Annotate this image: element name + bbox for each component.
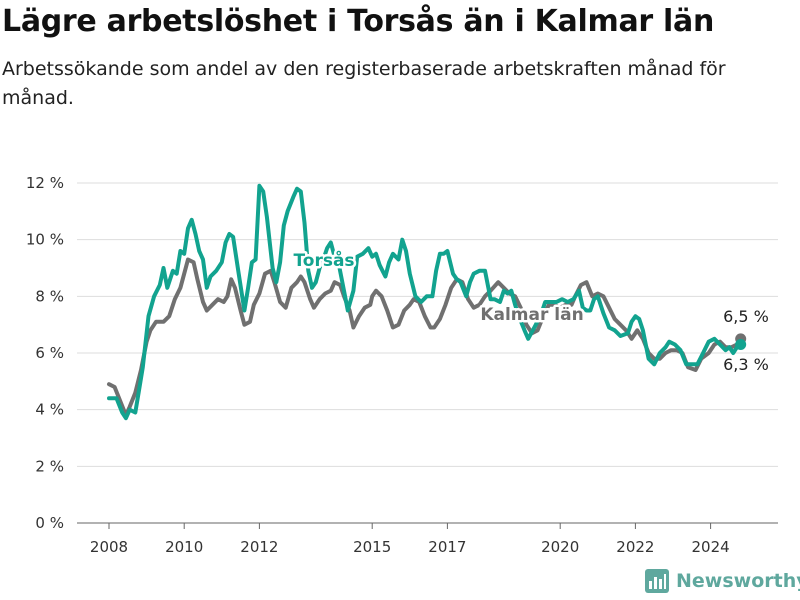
y-tick-label: 8 % — [35, 287, 64, 305]
chart-subtitle: Arbetssökande som andel av den registerb… — [2, 58, 726, 109]
series-label-torsas: Torsås — [293, 249, 354, 271]
brand-name: Newsworthy — [676, 570, 800, 592]
bar-chart-icon — [645, 569, 669, 593]
x-tick-label: 2008 — [90, 538, 128, 556]
x-tick-label: 2022 — [616, 538, 654, 556]
series-label-torsas-halo: Torsås — [293, 249, 354, 271]
y-tick-label: 0 % — [35, 514, 64, 532]
x-axis: 2008 2010 2012 2015 2017 2020 2022 2024 — [77, 522, 778, 556]
y-tick-label: 2 % — [35, 457, 64, 475]
x-tick-label: 2012 — [240, 538, 278, 556]
series-line-torsas — [107, 183, 743, 421]
x-tick-label: 2015 — [353, 538, 391, 556]
end-value-label-torsas: 6,3 % — [723, 355, 769, 374]
series-lines — [107, 183, 747, 421]
chart-title: Lägre arbetslöshet i Torsås än i Kalmar … — [2, 4, 715, 39]
y-axis-tick-labels: 0 % 2 % 4 % 6 % 8 % 10 % 12 % — [26, 174, 64, 532]
end-point-torsas — [735, 339, 747, 350]
series-label-kalmar-halo: Kalmar län — [480, 305, 583, 325]
series-label-kalmar: Kalmar län — [480, 305, 583, 325]
y-tick-label: 12 % — [26, 174, 64, 192]
y-tick-label: 10 % — [26, 231, 64, 249]
x-tick-label: 2020 — [541, 538, 579, 556]
y-tick-label: 4 % — [35, 401, 64, 419]
newsworthy-logo: Newsworthy — [645, 569, 800, 593]
x-tick-label: 2010 — [165, 538, 203, 556]
end-value-label-kalmar: 6,5 % — [723, 307, 769, 326]
y-tick-label: 6 % — [35, 344, 64, 362]
x-tick-label: 2024 — [692, 538, 730, 556]
x-tick-label: 2017 — [428, 538, 466, 556]
